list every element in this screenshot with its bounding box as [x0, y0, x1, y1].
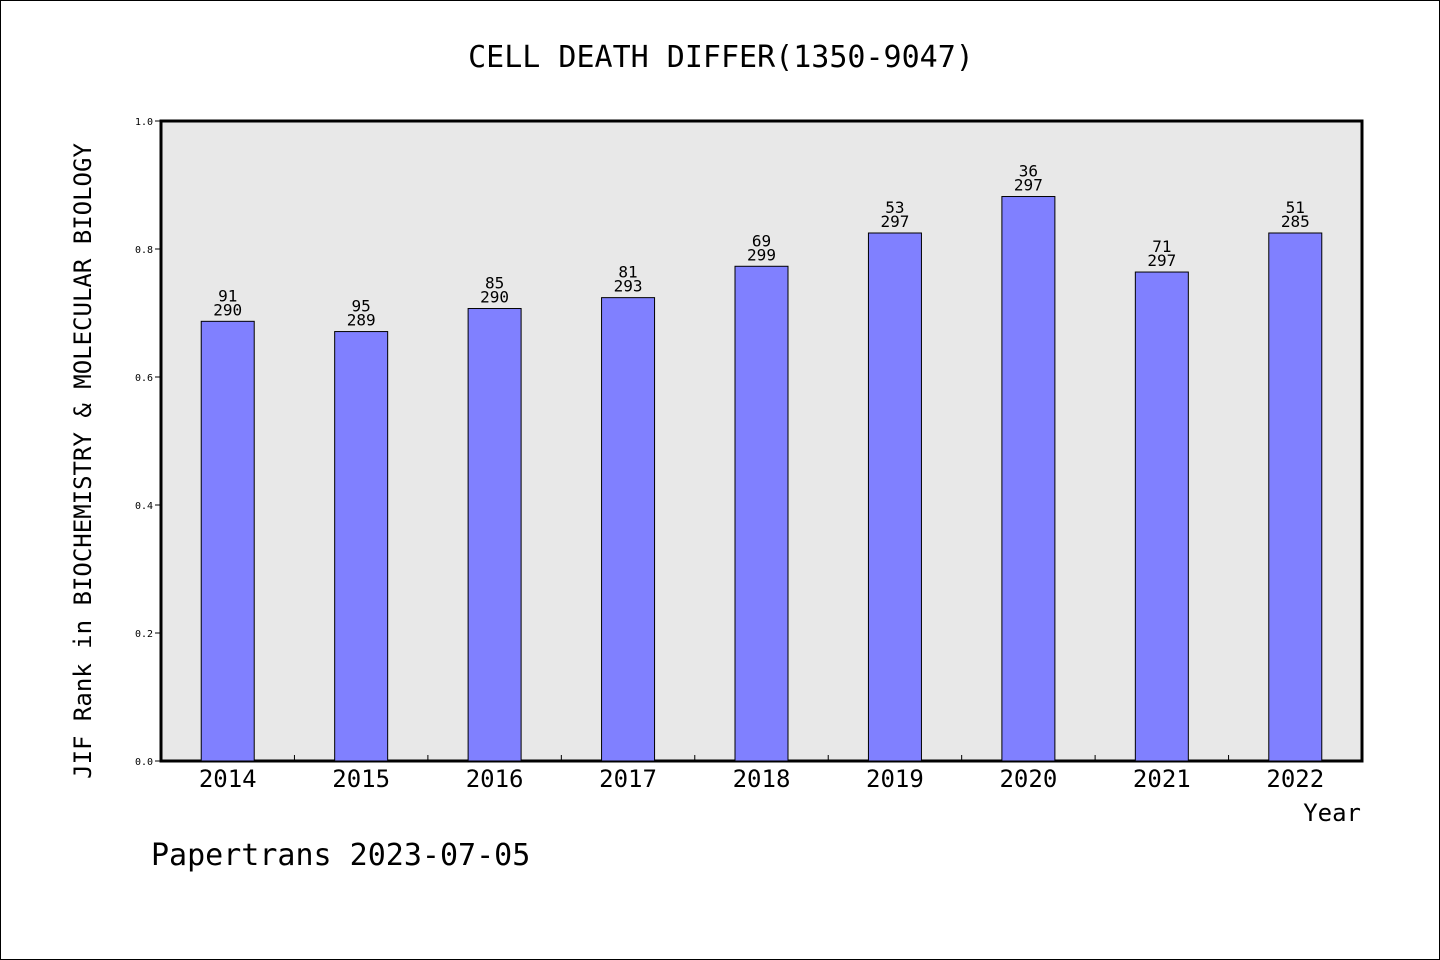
x-tick-label: 2020 [999, 765, 1057, 793]
x-tick-label: 2019 [866, 765, 924, 793]
bar-rank-label: 71 [1152, 237, 1171, 256]
bar-rank-label: 85 [485, 274, 504, 293]
bar-total-label: 290 [213, 300, 242, 319]
bar [601, 297, 656, 762]
bar-rank-label: 69 [752, 231, 771, 250]
bar-rank-label: 81 [618, 263, 637, 282]
x-tick-label: 2018 [733, 765, 791, 793]
bar [1134, 271, 1189, 762]
y-axis-label: JIF Rank in BIOCHEMISTRY & MOLECULAR BIO… [69, 143, 97, 779]
bar [200, 320, 255, 762]
x-axis: 2014 2015 2016 2017 2018 2019 2020 2021 2022 [199, 755, 1324, 793]
y-tick-label: 0.4 [135, 501, 153, 512]
bar [867, 232, 922, 762]
bar-total-label: 293 [614, 277, 643, 296]
bar [1268, 232, 1323, 762]
x-tick-label: 2015 [332, 765, 390, 793]
x-tick-label: 2017 [599, 765, 657, 793]
bar-total-label: 290 [480, 288, 509, 307]
x-tick-label: 2021 [1133, 765, 1191, 793]
bar-total-label: 297 [1147, 251, 1176, 270]
y-axis: 0.0 0.2 0.4 0.6 0.8 1.0 [135, 117, 161, 768]
y-tick-label: 1.0 [135, 117, 153, 128]
bar [734, 265, 789, 762]
bar [1001, 196, 1056, 762]
x-axis-label: Year [1303, 799, 1361, 827]
chart-title: CELL DEATH DIFFER(1350-9047) [468, 40, 974, 75]
bar-total-label: 297 [880, 212, 909, 231]
bar [467, 308, 522, 762]
bar-total-label: 285 [1281, 212, 1310, 231]
y-tick-label: 0.0 [135, 757, 153, 768]
y-tick-label: 0.2 [135, 629, 153, 640]
y-tick-label: 0.6 [135, 373, 153, 384]
bar-total-label: 289 [347, 311, 376, 330]
bar-rank-label: 91 [218, 286, 237, 305]
bar-total-label: 297 [1014, 176, 1043, 195]
bar [334, 331, 389, 762]
x-tick-label: 2022 [1266, 765, 1324, 793]
bar-rank-label: 51 [1286, 198, 1305, 217]
bar-rank-label: 95 [352, 297, 371, 316]
footer-note: Papertrans 2023-07-05 [151, 838, 530, 873]
y-tick-label: 0.8 [135, 245, 153, 256]
bar-rank-label: 36 [1019, 162, 1038, 181]
x-tick-label: 2016 [466, 765, 524, 793]
bars-group [200, 196, 1323, 762]
bar-total-label: 299 [747, 245, 776, 264]
bar-rank-label: 53 [885, 198, 904, 217]
x-tick-label: 2014 [199, 765, 257, 793]
